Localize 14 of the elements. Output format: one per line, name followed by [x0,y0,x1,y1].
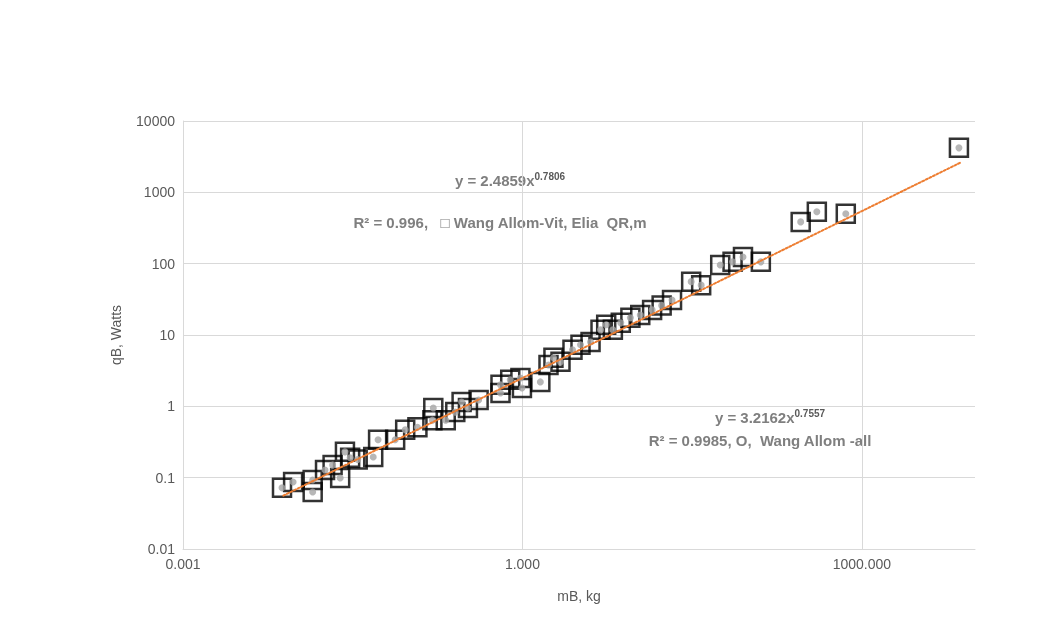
annotation: R² = 0.996, □ Wang Allom-Vit, Elia QR,m [353,213,647,231]
y-tick-label: 1 [167,398,176,415]
x-tick-label: 1.000 [504,556,541,572]
annotation: R² = 0.9985, O, Wang Allom -all [648,431,872,449]
y-tick-label: 0.01 [147,541,176,557]
x-tick-label: 0.001 [165,556,201,572]
y-tick-label: 100 [151,255,176,272]
y-tick-label: 1000 [143,184,176,201]
y-tick-label: 10 [159,327,176,343]
y-axis-title: qB, Watts [108,304,124,366]
x-tick-label: 1000.000 [832,556,892,572]
x-axis-title: mB, kg [557,588,601,604]
y-tick-label: 10000 [136,113,176,129]
y-tick-label: 0.1 [155,469,176,486]
